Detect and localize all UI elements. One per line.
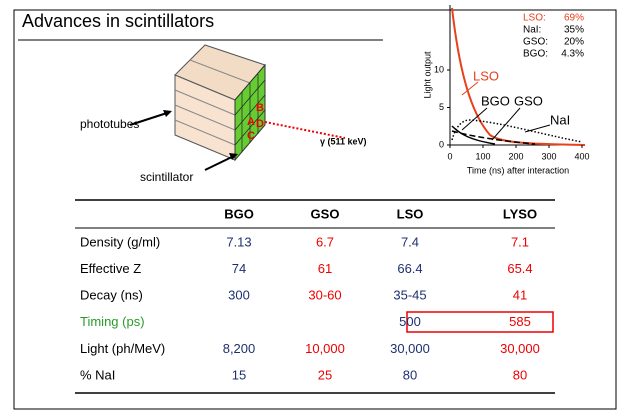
legend-value: 69%	[564, 13, 584, 24]
svg-text:B: B	[256, 102, 264, 114]
label-gamma: γ (511 keV)	[320, 136, 367, 146]
light-chart: Light output Time (ns) after interaction…	[422, 5, 585, 175]
column-header: BGO	[224, 206, 254, 221]
table-cell: 65.4	[507, 261, 532, 276]
table-cell: 66.4	[397, 261, 422, 276]
table-cell: 300	[228, 288, 250, 303]
row-label: % NaI	[80, 367, 115, 382]
property-table: BGO GSO LSO LYSO Density (g/ml) 7.13 6.7 7.4 7.1…	[75, 200, 555, 393]
x-tick-label: 0	[447, 151, 452, 161]
label-phototubes: phototubes	[80, 117, 139, 131]
page: {"header": {"title": "Advances in scinti…	[0, 0, 629, 419]
column-header: LYSO	[503, 206, 537, 221]
pointer	[492, 108, 520, 140]
table-cell: 30-60	[308, 288, 341, 303]
curve-label: BGO	[481, 93, 510, 108]
svg-text:C: C	[247, 130, 255, 142]
table-cell: 500	[399, 314, 421, 329]
row-label: Density (g/ml)	[80, 234, 160, 249]
legend-value: 35%	[564, 25, 584, 36]
y-tick-label: 0	[439, 139, 444, 149]
table-cell: 80	[513, 367, 527, 382]
table-cell: 30,000	[500, 341, 540, 356]
table-cell: 41	[513, 288, 527, 303]
column-header: LSO	[397, 206, 424, 221]
column-header: GSO	[311, 206, 340, 221]
svg-text:D: D	[256, 118, 264, 130]
table-cell: 6.7	[316, 234, 334, 249]
table-cell: 30,000	[390, 341, 430, 356]
detector-drawing: A B C D	[130, 45, 345, 170]
table-cell: 8,200	[223, 341, 256, 356]
gso-curve	[452, 126, 495, 144]
row-label: Light (ph/MeV)	[80, 341, 165, 356]
svg-text:A: A	[247, 116, 255, 128]
curve-label: LSO	[473, 68, 499, 83]
title: Advances in scintillators	[22, 11, 214, 31]
slide: Advances in scintillators A B C D photot…	[0, 0, 629, 419]
curve-label: GSO	[514, 93, 543, 108]
table-cell: 80	[403, 367, 417, 382]
pointer	[462, 82, 478, 95]
table-cell: 25	[318, 367, 332, 382]
legend-name: NaI:	[523, 25, 541, 36]
legend-name: GSO:	[523, 37, 548, 48]
label-scintillator: scintillator	[140, 170, 193, 184]
table-cell: 74	[232, 261, 246, 276]
legend-value: 20%	[564, 37, 584, 48]
pointer	[525, 125, 550, 132]
table-cell: 35-45	[393, 288, 426, 303]
x-axis-label: Time (ns) after interaction	[467, 165, 569, 175]
row-label: Decay (ns)	[80, 288, 143, 303]
table-cell: 10,000	[305, 341, 345, 356]
row-label: Effective Z	[80, 261, 141, 276]
legend-value: 4.3%	[561, 49, 584, 60]
table-cell: 61	[318, 261, 332, 276]
table-cell: 7.1	[511, 234, 529, 249]
row-label: Timing (ps)	[80, 314, 145, 329]
y-tick-label: 5	[439, 102, 444, 112]
legend-name: BGO:	[523, 49, 548, 60]
table-cell: 7.4	[401, 234, 419, 249]
x-tick-label: 200	[508, 151, 523, 161]
x-tick-label: 100	[475, 151, 490, 161]
table-cell: 7.13	[226, 234, 251, 249]
x-tick-label: 300	[541, 151, 556, 161]
legend-name: LSO:	[523, 13, 546, 24]
table-cell: 15	[232, 367, 246, 382]
y-axis-label: Light output	[422, 51, 432, 99]
curve-label: NaI	[550, 112, 570, 127]
highlight-box	[407, 312, 553, 332]
y-tick-label: 10	[434, 64, 444, 74]
table-cell: 585	[509, 314, 531, 329]
x-tick-label: 400	[574, 151, 589, 161]
